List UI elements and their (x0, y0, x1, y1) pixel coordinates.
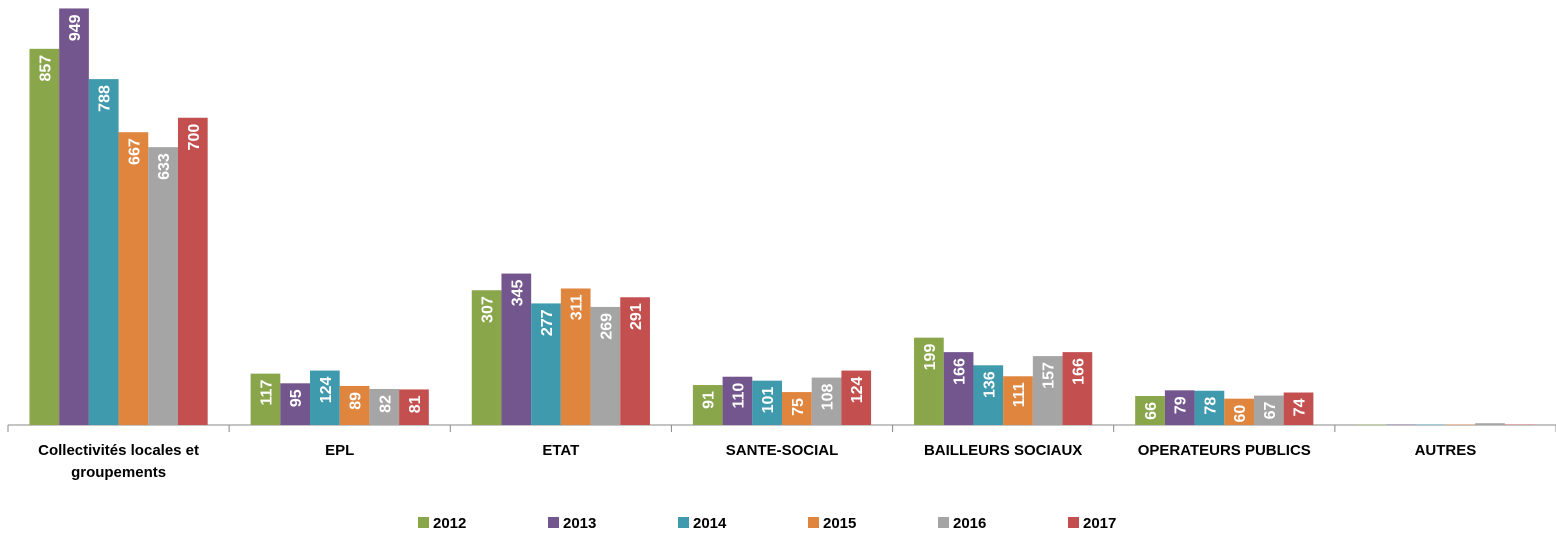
bar (590, 306, 621, 425)
legend-swatch (548, 517, 559, 528)
bar (943, 352, 974, 425)
data-label: 75 (790, 398, 807, 416)
bar (560, 288, 591, 425)
bar (811, 377, 842, 425)
legend-swatch (808, 517, 819, 528)
bar (471, 290, 502, 425)
data-label: 117 (258, 380, 275, 406)
data-label: 111 (1011, 382, 1028, 407)
bar (1224, 398, 1254, 425)
data-label: 311 (569, 294, 586, 320)
legend-label: 2014 (693, 515, 727, 532)
bar (1032, 356, 1063, 425)
data-label: 81 (407, 395, 424, 413)
data-label: 108 (820, 383, 837, 410)
bar (1164, 390, 1195, 425)
data-label: 788 (97, 85, 114, 112)
bar (620, 297, 650, 425)
data-label: 136 (981, 371, 998, 398)
bar (369, 389, 400, 425)
bar (118, 132, 149, 425)
data-label: 124 (849, 376, 866, 403)
bar (1194, 390, 1225, 425)
bar (692, 385, 723, 425)
bar (501, 273, 532, 425)
data-label: 700 (186, 124, 203, 151)
legend-label: 2017 (1083, 515, 1116, 532)
legend-swatch (1068, 517, 1079, 528)
bar (1283, 392, 1314, 425)
bar (1475, 423, 1505, 425)
bar (148, 147, 178, 426)
x-tick-label: SANTE-SOCIAL (725, 442, 839, 459)
legend-label: 2013 (563, 515, 596, 532)
data-label: 91 (701, 391, 718, 409)
data-label: 166 (1070, 358, 1087, 385)
data-label: 60 (1232, 405, 1249, 423)
bar (59, 8, 89, 426)
bar (1135, 396, 1165, 425)
data-label: 78 (1202, 397, 1219, 415)
legend-swatch (418, 517, 429, 528)
data-label: 74 (1292, 398, 1309, 416)
bar (973, 365, 1004, 425)
bar (1062, 352, 1093, 425)
data-label: 307 (480, 296, 497, 323)
bar (177, 117, 208, 425)
bar (782, 392, 812, 425)
x-tick-label: EPL (325, 442, 355, 459)
data-label: 101 (760, 387, 777, 414)
data-label: 110 (730, 383, 747, 409)
bar (1003, 376, 1033, 425)
legend-label: 2016 (953, 515, 986, 532)
legend-swatch (678, 517, 689, 528)
bar (531, 303, 561, 425)
x-tick-label: OPERATEURS PUBLICS (1137, 442, 1311, 459)
x-tick-label: Collectivités locales et groupements (38, 442, 200, 481)
bar (310, 370, 340, 425)
data-label: 79 (1173, 396, 1190, 414)
data-label: 291 (628, 303, 645, 330)
legend-swatch (938, 517, 949, 528)
bar (1253, 395, 1284, 425)
data-label: 857 (37, 55, 54, 82)
data-label: 82 (377, 395, 394, 413)
data-label: 269 (598, 313, 615, 340)
bar (88, 79, 119, 426)
bar (722, 376, 753, 425)
data-label: 95 (288, 389, 305, 407)
bar (841, 370, 872, 425)
bar (250, 373, 281, 425)
data-label: 67 (1262, 401, 1279, 419)
data-label: 157 (1041, 362, 1058, 389)
data-label: 949 (67, 14, 84, 41)
legend-label: 2015 (823, 515, 856, 532)
data-label: 199 (922, 344, 939, 371)
legend-label: 2012 (433, 515, 466, 532)
data-label: 124 (318, 376, 335, 403)
x-tick-label: BAILLEURS SOCIAUX (923, 442, 1083, 459)
data-label: 345 (509, 279, 526, 306)
data-label: 633 (156, 153, 173, 180)
data-label: 66 (1143, 402, 1160, 420)
bar (914, 337, 944, 425)
bar (399, 389, 429, 425)
bar (339, 385, 370, 425)
data-label: 166 (952, 358, 969, 385)
x-tick-label: AUTRES (1414, 442, 1477, 459)
data-label: 277 (539, 309, 556, 336)
bar (752, 380, 782, 425)
bar (280, 383, 311, 425)
x-tick-label: ETAT (542, 442, 580, 459)
bar (29, 48, 60, 425)
data-label: 667 (126, 138, 143, 165)
data-label: 89 (348, 392, 365, 410)
